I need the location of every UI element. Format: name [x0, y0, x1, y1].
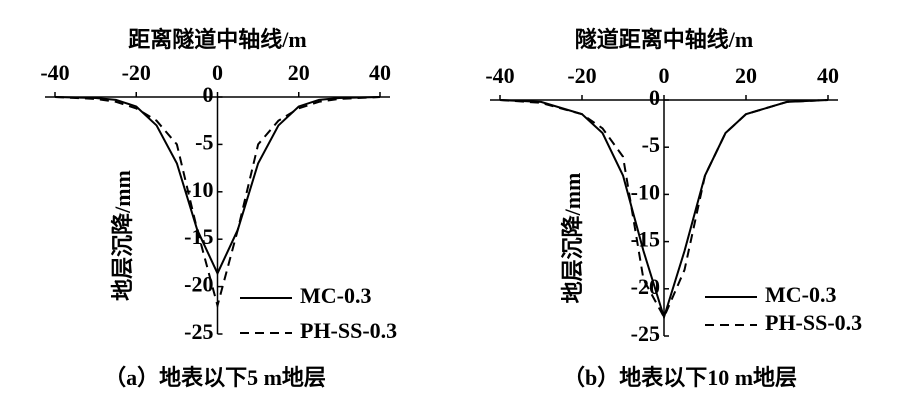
legend-label: PH-SS-0.3 — [765, 310, 862, 335]
y-tick-label: -25 — [631, 321, 660, 346]
series-line — [54, 96, 381, 276]
y-axis-label: 地层沉降/mm — [560, 173, 585, 304]
y-tick-label: 0 — [203, 82, 214, 107]
x-tick-label: -20 — [567, 63, 596, 88]
x-tick-label: -40 — [485, 63, 514, 88]
x-tick-label: 20 — [735, 63, 757, 88]
x-tick-label: 0 — [212, 60, 223, 85]
series-line — [54, 96, 381, 310]
y-tick-label: -5 — [195, 129, 213, 154]
legend-label: MC-0.3 — [765, 282, 836, 307]
legend-label: PH-SS-0.3 — [300, 318, 397, 343]
x-axis-label: 隧道距离中轴线/m — [575, 27, 753, 52]
x-tick-label: 40 — [817, 63, 839, 88]
y-tick-label: -20 — [631, 274, 660, 299]
legend-label: MC-0.3 — [300, 283, 371, 308]
series-line — [499, 99, 829, 320]
x-tick-label: 40 — [369, 60, 391, 85]
y-tick-label: -10 — [631, 179, 660, 204]
caption: （a）地表以下5 m地层 — [104, 365, 326, 390]
x-tick-label: 0 — [659, 63, 670, 88]
x-tick-label: -40 — [40, 60, 69, 85]
x-axis-label: 距离隧道中轴线/m — [128, 27, 306, 52]
caption: （b）地表以下10 m地层 — [563, 365, 797, 390]
x-tick-label: -20 — [122, 60, 151, 85]
x-tick-label: 20 — [288, 60, 310, 85]
y-tick-label: -25 — [184, 319, 213, 344]
y-tick-label: 0 — [649, 85, 660, 110]
y-axis-label: 地层沉降/mm — [110, 170, 135, 301]
y-tick-label: -10 — [184, 177, 213, 202]
y-tick-label: -5 — [642, 132, 660, 157]
